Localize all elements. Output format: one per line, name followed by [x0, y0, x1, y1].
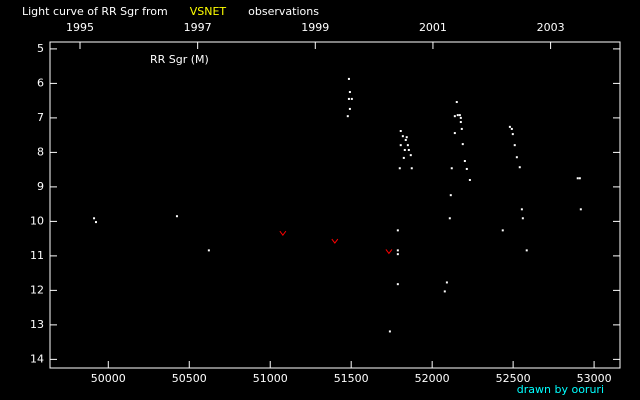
point	[578, 177, 581, 180]
upper-limit	[331, 238, 339, 244]
point	[347, 97, 350, 100]
x-tick-label: 52000	[415, 372, 450, 385]
x2-tick-label: 1995	[66, 21, 94, 34]
y-tick-label: 12	[30, 283, 44, 296]
point	[348, 107, 351, 110]
point	[510, 127, 513, 130]
x-tick-label: 51000	[253, 372, 288, 385]
x2-tick-label: 1997	[184, 21, 212, 34]
point	[347, 77, 350, 80]
footer: drawn by ooruri	[517, 383, 604, 396]
point	[94, 221, 97, 224]
point	[175, 215, 178, 218]
point	[518, 166, 521, 169]
y-tick-label: 9	[37, 180, 44, 193]
y-tick-label: 7	[37, 111, 44, 124]
title: VSNET	[190, 5, 227, 18]
point	[459, 116, 462, 119]
point	[443, 290, 446, 293]
point	[455, 101, 458, 104]
point	[348, 91, 351, 94]
point	[398, 167, 401, 170]
point	[463, 160, 466, 163]
upper-limit	[279, 230, 287, 236]
x-tick-label: 52500	[496, 372, 531, 385]
point	[401, 135, 404, 138]
x2-tick-label: 1999	[301, 21, 329, 34]
point	[448, 217, 451, 220]
point	[459, 121, 462, 124]
point	[207, 249, 210, 252]
plot-frame	[49, 41, 621, 369]
y-tick-label: 14	[30, 352, 44, 365]
point	[409, 154, 412, 157]
point	[405, 136, 408, 139]
point	[396, 283, 399, 286]
y-tick-label: 6	[37, 76, 44, 89]
point	[410, 167, 413, 170]
point	[450, 167, 453, 170]
point	[525, 249, 528, 252]
x-tick-label: 50500	[172, 372, 207, 385]
point	[350, 97, 353, 100]
point	[449, 194, 452, 197]
point	[513, 144, 516, 147]
x-tick-label: 51500	[334, 372, 369, 385]
point	[453, 132, 456, 135]
x2-tick-label: 2001	[419, 21, 447, 34]
point	[460, 127, 463, 130]
y-tick-label: 11	[30, 249, 44, 262]
point	[576, 177, 579, 180]
point	[453, 115, 456, 118]
y-tick-label: 13	[30, 318, 44, 331]
title: Light curve of RR Sgr from	[22, 5, 168, 18]
point	[521, 217, 524, 220]
y-tick-label: 8	[37, 145, 44, 158]
point	[404, 138, 407, 141]
point	[406, 144, 409, 147]
point	[465, 167, 468, 170]
upper-limit	[385, 249, 393, 255]
point	[396, 253, 399, 256]
point	[468, 178, 471, 181]
point	[399, 130, 402, 133]
y-tick-label: 10	[30, 214, 44, 227]
point	[461, 143, 464, 146]
point	[396, 229, 399, 232]
y-tick-label: 5	[37, 42, 44, 55]
point	[458, 114, 461, 117]
x-tick-label: 53000	[577, 372, 612, 385]
x2-tick-label: 2003	[537, 21, 565, 34]
point	[520, 208, 523, 211]
point	[501, 229, 504, 232]
point	[407, 148, 410, 151]
point	[515, 156, 518, 159]
point	[403, 148, 406, 151]
point	[388, 330, 391, 333]
point	[402, 156, 405, 159]
annotation: RR Sgr (M)	[150, 53, 209, 66]
point	[511, 133, 514, 136]
title: observations	[248, 5, 319, 18]
point	[445, 281, 448, 284]
point	[456, 114, 459, 117]
point	[396, 249, 399, 252]
x-tick-label: 50000	[91, 372, 126, 385]
point	[579, 208, 582, 211]
point	[399, 144, 402, 147]
point	[346, 115, 349, 118]
point	[93, 217, 96, 220]
point	[508, 125, 511, 128]
